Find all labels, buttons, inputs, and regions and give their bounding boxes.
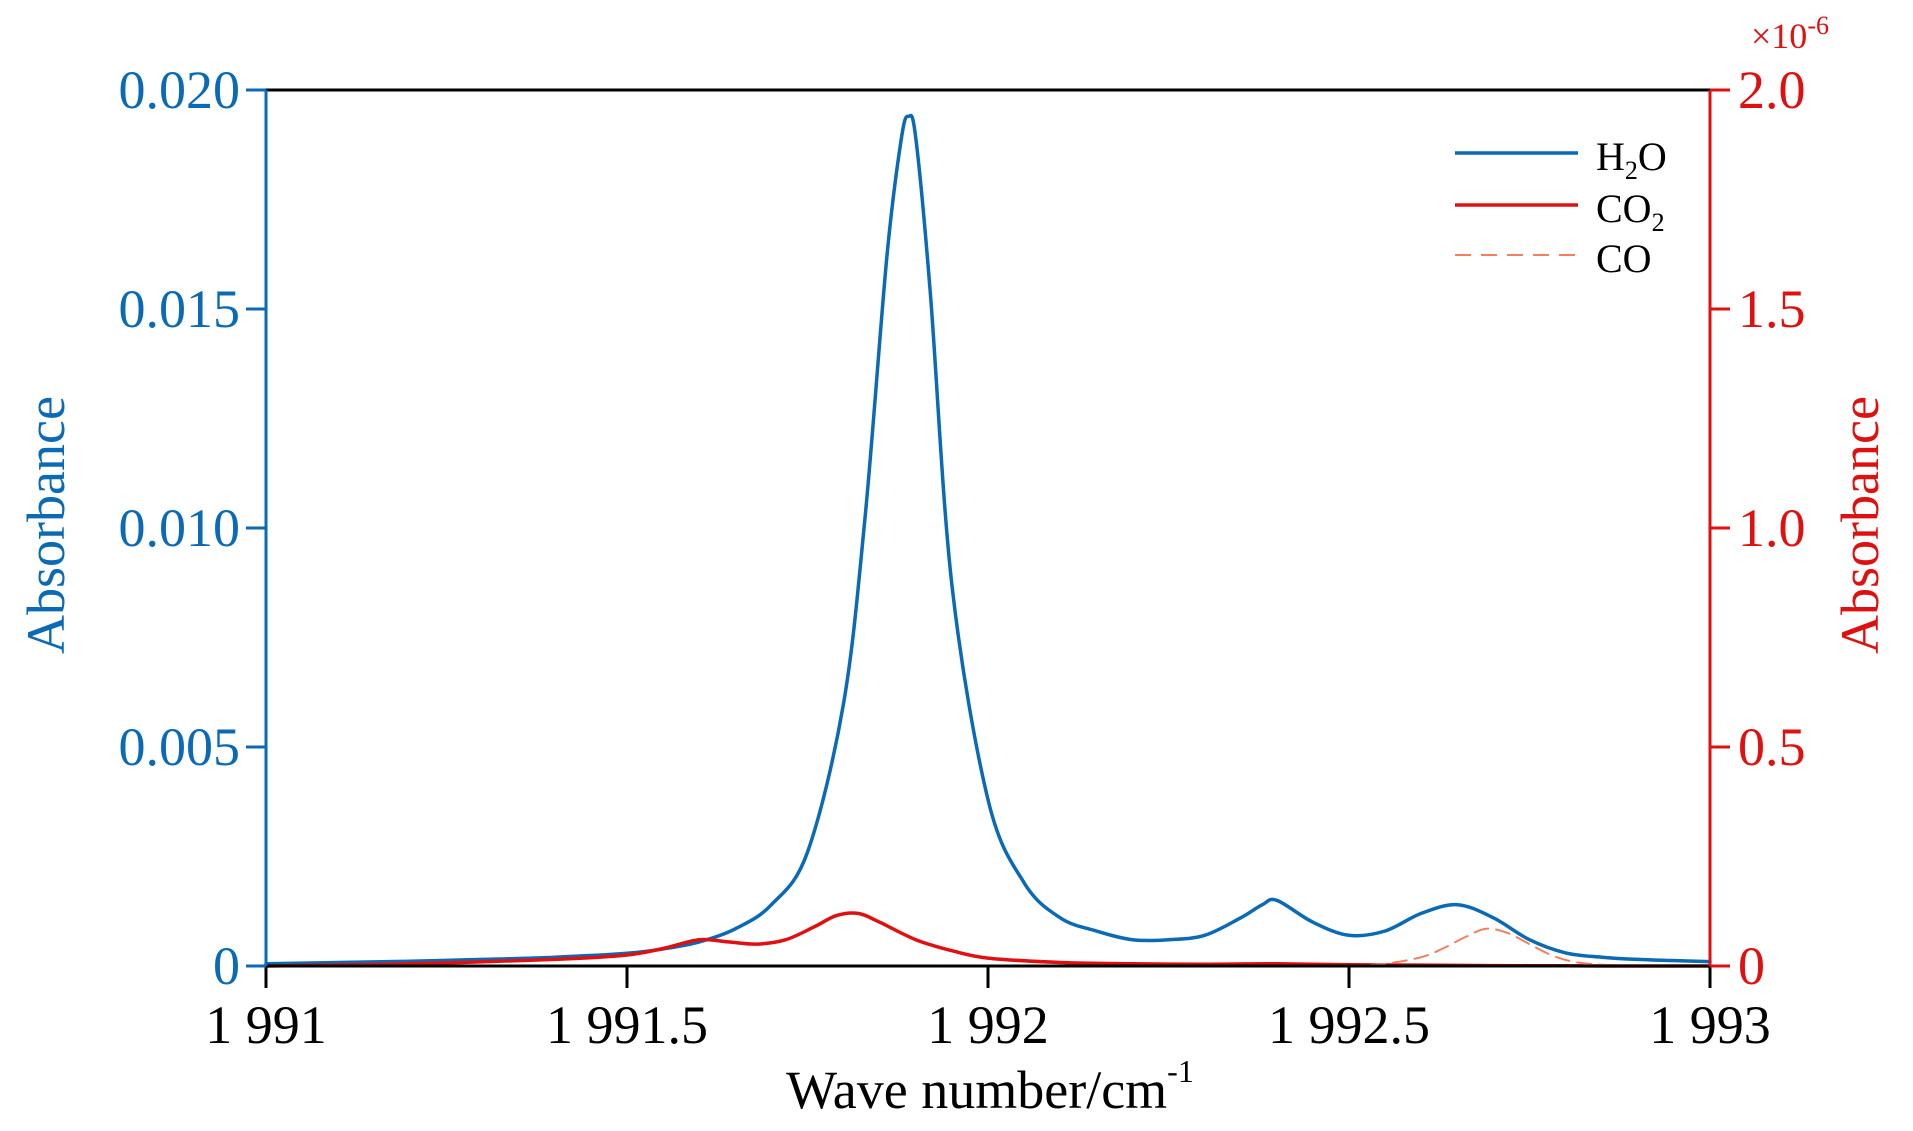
x-tick-label: 1 993 (1649, 995, 1771, 1055)
right-y-axis-title: Absorbance (1830, 396, 1890, 654)
x-axis-title: Wave number/cm-1 (786, 1053, 1194, 1120)
right-axis-multiplier: ×10-6 (1751, 11, 1829, 56)
series-line-co (1348, 927, 1639, 967)
legend-label-co2: CO2 (1596, 186, 1665, 237)
left-y-tick-label: 0.020 (119, 60, 241, 120)
legend: H2O CO2 CO (1455, 134, 1667, 281)
legend-entry-co2: CO2 (1455, 186, 1665, 237)
left-y-axis-ticks: 0 0.005 0.010 0.015 0.020 (119, 60, 266, 996)
right-y-tick-label: 2.0 (1738, 60, 1806, 120)
legend-label-h2o: H2O (1596, 134, 1667, 185)
right-y-tick-label: 0 (1738, 936, 1765, 996)
legend-entry-h2o: H2O (1455, 134, 1667, 185)
left-y-tick-label: 0.015 (119, 279, 241, 339)
legend-entry-co: CO (1455, 236, 1652, 281)
right-y-tick-label: 0.5 (1738, 717, 1806, 777)
left-y-tick-label: 0 (213, 936, 240, 996)
series-layer (264, 113, 1712, 968)
x-tick-label: 1 992 (927, 995, 1049, 1055)
x-axis-ticks: 1 991 1 991.5 1 992 1 992.5 1 993 (205, 966, 1771, 1055)
right-y-tick-label: 1.0 (1738, 498, 1806, 558)
left-y-axis-title: Absorbance (16, 396, 76, 654)
left-y-tick-label: 0.005 (119, 717, 241, 777)
x-tick-label: 1 991 (205, 995, 327, 1055)
right-y-tick-label: 1.5 (1738, 279, 1806, 339)
series-line-h2o (264, 113, 1712, 966)
x-tick-label: 1 992.5 (1268, 995, 1430, 1055)
legend-label-co: CO (1596, 236, 1652, 281)
x-tick-label: 1 991.5 (546, 995, 708, 1055)
left-y-tick-label: 0.010 (119, 498, 241, 558)
right-y-axis-ticks: 0 0.5 1.0 1.5 2.0 (1710, 60, 1806, 996)
